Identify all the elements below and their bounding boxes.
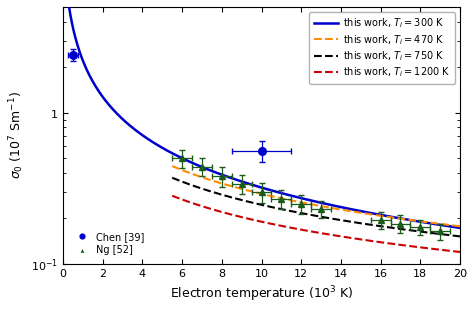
Legend: Chen [39], Ng [52]: Chen [39], Ng [52]: [68, 228, 148, 259]
X-axis label: Electron temperature ($10^3$ K): Electron temperature ($10^3$ K): [170, 285, 353, 304]
Y-axis label: $\sigma_0$ ($10^7$ Sm$^{-1}$): $\sigma_0$ ($10^7$ Sm$^{-1}$): [7, 91, 26, 179]
